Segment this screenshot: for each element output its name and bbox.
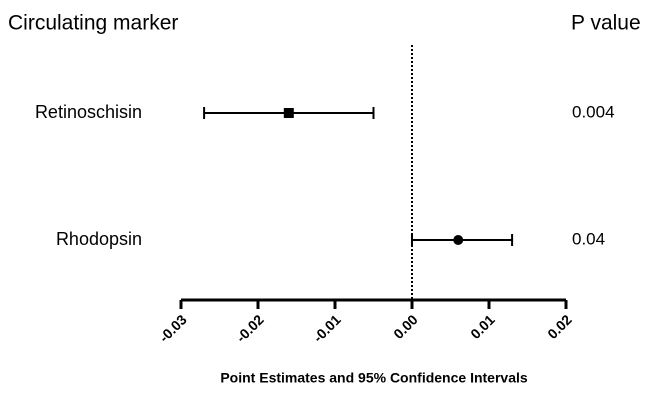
point-estimate: [453, 235, 464, 245]
x-tick-label: 0.01: [467, 311, 498, 342]
x-axis-label: Point Estimates and 95% Confidence Inter…: [220, 370, 528, 386]
p-header: P value: [571, 12, 641, 35]
row-label: Retinoschisin: [35, 102, 142, 122]
x-tick-label: -0.02: [233, 311, 267, 345]
x-tick-label: 0.02: [544, 311, 575, 342]
p-value: 0.004: [572, 102, 615, 121]
x-tick-label: 0.00: [390, 311, 421, 342]
point-estimate: [283, 108, 294, 118]
x-tick-label: -0.03: [156, 311, 190, 345]
row-header: Circulating marker: [8, 12, 178, 35]
p-value: 0.04: [572, 229, 605, 248]
row-label: Rhodopsin: [56, 229, 142, 249]
x-tick-label: -0.01: [310, 311, 344, 345]
